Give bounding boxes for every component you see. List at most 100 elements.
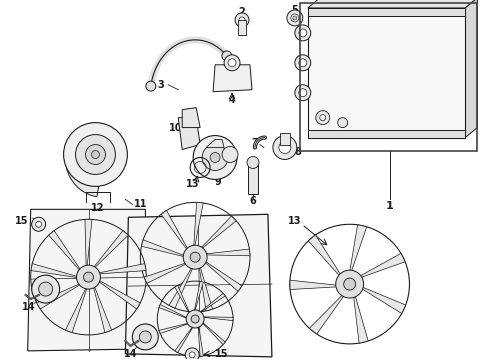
Polygon shape [320, 0, 477, 127]
Polygon shape [144, 261, 192, 283]
Polygon shape [175, 324, 195, 352]
Polygon shape [142, 240, 190, 258]
Polygon shape [290, 280, 345, 289]
Polygon shape [309, 289, 349, 334]
Bar [300, 3, 477, 150]
Text: 5: 5 [292, 5, 298, 15]
Polygon shape [213, 65, 252, 92]
Circle shape [222, 147, 238, 162]
Polygon shape [159, 323, 192, 333]
Circle shape [316, 111, 330, 125]
Polygon shape [31, 264, 84, 279]
Polygon shape [197, 293, 225, 315]
Text: 6: 6 [249, 196, 256, 206]
Circle shape [295, 55, 311, 71]
Polygon shape [308, 0, 477, 8]
Polygon shape [159, 305, 190, 320]
Polygon shape [85, 219, 92, 273]
Polygon shape [178, 118, 200, 149]
Circle shape [92, 150, 99, 158]
Circle shape [338, 118, 348, 127]
Text: 1: 1 [386, 201, 393, 211]
Circle shape [64, 123, 127, 186]
Circle shape [235, 13, 249, 27]
Circle shape [202, 144, 228, 170]
Polygon shape [238, 20, 246, 35]
Text: 8: 8 [294, 147, 301, 157]
Circle shape [36, 221, 42, 227]
Polygon shape [308, 235, 345, 282]
Polygon shape [92, 280, 112, 333]
Polygon shape [125, 214, 272, 357]
Text: 11: 11 [134, 199, 147, 210]
Bar [308, 8, 466, 16]
Polygon shape [93, 264, 146, 274]
Circle shape [239, 17, 245, 23]
Polygon shape [37, 281, 86, 309]
Text: 15: 15 [15, 216, 29, 226]
Circle shape [189, 352, 195, 358]
Circle shape [295, 25, 311, 41]
Text: 9: 9 [215, 177, 221, 188]
Circle shape [320, 114, 326, 121]
Polygon shape [280, 132, 290, 144]
Circle shape [273, 136, 297, 159]
Polygon shape [194, 202, 203, 252]
Circle shape [299, 29, 307, 37]
Polygon shape [197, 216, 236, 252]
Text: 15: 15 [215, 349, 229, 359]
Circle shape [39, 282, 52, 296]
Polygon shape [169, 262, 196, 308]
Polygon shape [66, 282, 89, 333]
Text: 14: 14 [22, 302, 35, 312]
Circle shape [139, 331, 151, 343]
Circle shape [293, 16, 297, 20]
Circle shape [75, 135, 116, 175]
Polygon shape [199, 317, 233, 321]
Polygon shape [206, 140, 224, 148]
Text: 12: 12 [91, 203, 104, 213]
Circle shape [343, 278, 356, 290]
Circle shape [183, 245, 207, 269]
Circle shape [279, 141, 291, 153]
Circle shape [83, 272, 94, 282]
Circle shape [32, 217, 46, 231]
Wedge shape [66, 135, 103, 197]
Circle shape [146, 81, 156, 91]
Circle shape [76, 265, 100, 289]
Polygon shape [353, 288, 368, 343]
Polygon shape [348, 225, 367, 279]
Polygon shape [466, 0, 477, 138]
Polygon shape [194, 282, 203, 314]
Circle shape [132, 324, 158, 350]
Polygon shape [353, 253, 405, 280]
Bar [308, 130, 466, 138]
Circle shape [295, 85, 311, 101]
Circle shape [185, 348, 199, 360]
Circle shape [222, 51, 232, 61]
Circle shape [299, 59, 307, 67]
Circle shape [224, 55, 240, 71]
Circle shape [190, 252, 200, 262]
Circle shape [228, 59, 236, 67]
Polygon shape [182, 108, 200, 127]
Text: 3: 3 [157, 80, 164, 90]
Polygon shape [49, 231, 84, 275]
Polygon shape [198, 261, 213, 311]
Polygon shape [308, 8, 466, 138]
Circle shape [86, 144, 105, 165]
Polygon shape [28, 209, 148, 351]
Text: 2: 2 [239, 7, 245, 17]
Circle shape [210, 153, 220, 162]
Polygon shape [90, 231, 128, 272]
Polygon shape [248, 165, 258, 194]
Text: 7: 7 [251, 138, 258, 148]
Circle shape [287, 10, 303, 26]
Circle shape [193, 136, 237, 179]
Polygon shape [175, 285, 191, 316]
Text: 13: 13 [186, 179, 200, 189]
Text: 13: 13 [288, 216, 301, 226]
Polygon shape [94, 278, 140, 309]
Circle shape [32, 275, 60, 303]
Text: 4: 4 [229, 95, 235, 105]
